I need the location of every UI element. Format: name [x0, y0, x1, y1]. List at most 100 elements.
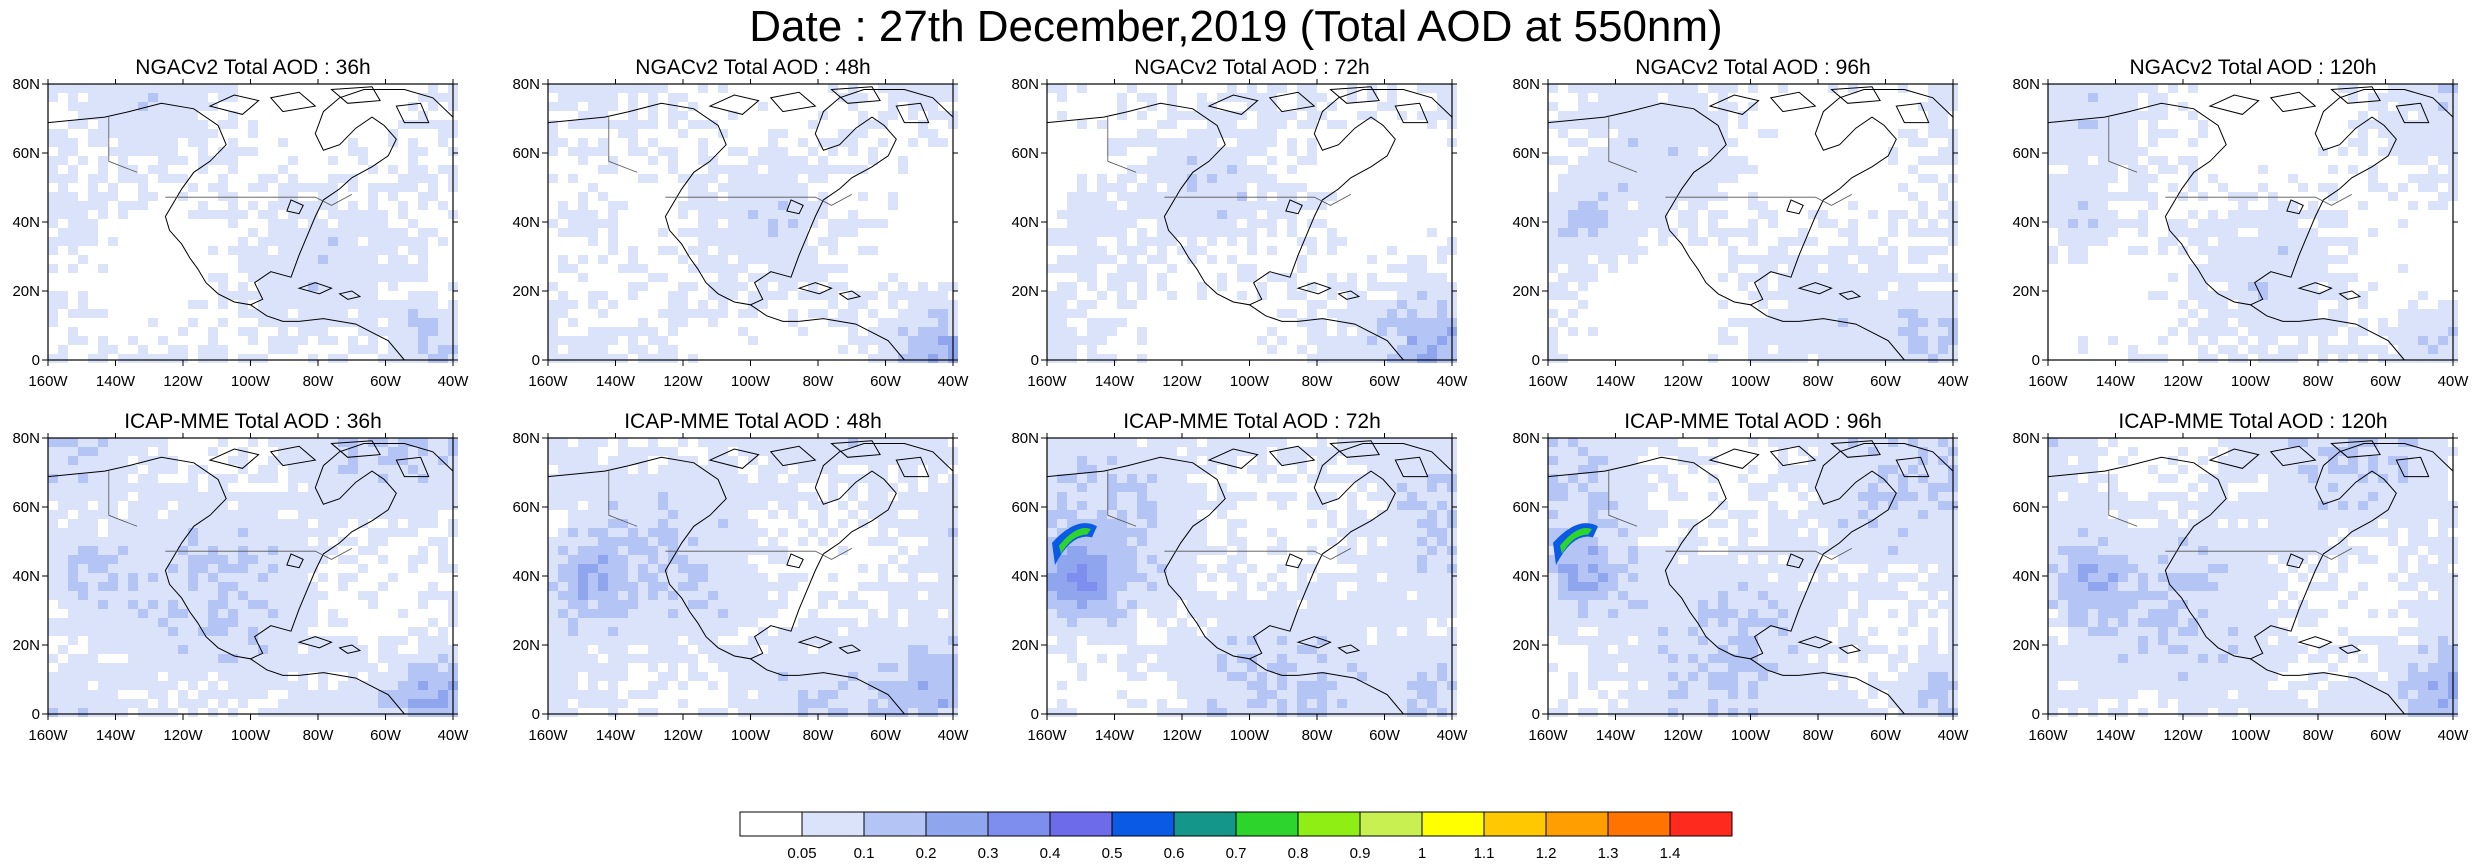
- lat-tick-label: 60N: [512, 145, 540, 162]
- lon-tick-label: 140W: [1095, 727, 1135, 744]
- lat-tick-label: 20N: [2012, 637, 2040, 654]
- aod-field: [2048, 438, 2458, 717]
- lat-tick-label: 0: [1031, 352, 1039, 369]
- panel-title: NGACv2 Total AOD : 36h: [23, 54, 483, 82]
- colorbar-level-label: 0.1: [854, 845, 875, 862]
- colorbar-level-label: 0.8: [1288, 845, 1309, 862]
- lon-tick-label: 40W: [938, 373, 970, 390]
- lat-tick-label: 80N: [2012, 430, 2040, 447]
- lat-tick-label: 40N: [2012, 568, 2040, 585]
- lon-tick-label: 60W: [1870, 373, 1902, 390]
- lon-tick-label: 40W: [1938, 727, 1970, 744]
- lat-tick-label: 40N: [12, 214, 40, 231]
- lon-tick-label: 60W: [1369, 727, 1401, 744]
- colorbar-swatch: [988, 812, 1050, 836]
- lon-tick-label: 160W: [1528, 373, 1568, 390]
- colorbar-level-label: 0.05: [787, 845, 816, 862]
- lat-tick-label: 40N: [512, 214, 540, 231]
- panel-title: NGACv2 Total AOD : 72h: [1022, 54, 1482, 82]
- lon-tick-label: 60W: [2370, 373, 2402, 390]
- lon-tick-label: 60W: [870, 373, 902, 390]
- lat-tick-label: 60N: [1011, 145, 1039, 162]
- lat-tick-label: 0: [32, 352, 40, 369]
- lon-tick-label: 120W: [2163, 373, 2203, 390]
- lon-tick-label: 140W: [1095, 373, 1135, 390]
- lon-tick-label: 100W: [1731, 727, 1771, 744]
- lon-tick-label: 120W: [2163, 727, 2203, 744]
- lat-tick-label: 20N: [1512, 637, 1540, 654]
- lon-tick-label: 120W: [1663, 373, 1703, 390]
- aod-field: [48, 438, 458, 717]
- lon-tick-label: 140W: [96, 727, 136, 744]
- aod-field: [1548, 438, 1958, 717]
- colorbar-swatch: [1298, 812, 1360, 836]
- lat-tick-label: 80N: [512, 76, 540, 93]
- lon-tick-label: 160W: [528, 373, 568, 390]
- lat-tick-label: 0: [1031, 706, 1039, 723]
- lon-tick-label: 40W: [2438, 373, 2470, 390]
- lon-tick-label: 160W: [1027, 727, 1067, 744]
- lat-tick-label: 0: [2032, 706, 2040, 723]
- colorbar-swatch: [1484, 812, 1546, 836]
- lon-tick-label: 140W: [1596, 373, 1636, 390]
- colorbar-level-label: 0.7: [1226, 845, 1247, 862]
- lon-tick-label: 120W: [1162, 727, 1202, 744]
- lon-tick-label: 40W: [2438, 727, 2470, 744]
- lon-tick-label: 140W: [596, 727, 636, 744]
- aod-field: [1548, 84, 1958, 363]
- panel-title: ICAP-MME Total AOD : 72h: [1022, 408, 1482, 436]
- lon-tick-label: 120W: [663, 727, 703, 744]
- lon-tick-label: 160W: [2028, 727, 2068, 744]
- lat-tick-label: 0: [1532, 706, 1540, 723]
- colorbar-swatch: [740, 812, 802, 836]
- lon-tick-label: 40W: [1938, 373, 1970, 390]
- lat-tick-label: 60N: [1512, 145, 1540, 162]
- lat-tick-label: 20N: [512, 283, 540, 300]
- aod-field: [1047, 438, 1457, 717]
- lat-tick-label: 60N: [12, 499, 40, 516]
- lon-tick-label: 140W: [596, 373, 636, 390]
- lon-tick-label: 80W: [1803, 373, 1835, 390]
- lat-tick-label: 40N: [1011, 568, 1039, 585]
- lon-tick-label: 100W: [2231, 373, 2271, 390]
- lon-tick-label: 160W: [28, 373, 68, 390]
- lat-tick-label: 20N: [12, 637, 40, 654]
- colorbar-swatch: [1422, 812, 1484, 836]
- lat-tick-label: 80N: [1011, 76, 1039, 93]
- lat-tick-label: 20N: [12, 283, 40, 300]
- lon-tick-label: 80W: [1302, 373, 1334, 390]
- colorbar-level-label: 0.2: [916, 845, 937, 862]
- lon-tick-label: 40W: [438, 373, 470, 390]
- lat-tick-label: 80N: [512, 430, 540, 447]
- colorbar-swatch: [1174, 812, 1236, 836]
- lat-tick-label: 40N: [1011, 214, 1039, 231]
- lon-tick-label: 100W: [1731, 373, 1771, 390]
- aod-field: [1047, 84, 1457, 363]
- colorbar-level-label: 1: [1418, 845, 1426, 862]
- lat-tick-label: 80N: [2012, 76, 2040, 93]
- lat-tick-label: 80N: [12, 76, 40, 93]
- lat-tick-label: 20N: [512, 637, 540, 654]
- colorbar-swatch: [802, 812, 864, 836]
- colorbar-swatch: [1670, 812, 1732, 836]
- lat-tick-label: 80N: [1512, 76, 1540, 93]
- lon-tick-label: 120W: [1162, 373, 1202, 390]
- lat-tick-label: 40N: [12, 568, 40, 585]
- panel-title: NGACv2 Total AOD : 48h: [523, 54, 983, 82]
- lat-tick-label: 60N: [1512, 499, 1540, 516]
- lon-tick-label: 80W: [1302, 727, 1334, 744]
